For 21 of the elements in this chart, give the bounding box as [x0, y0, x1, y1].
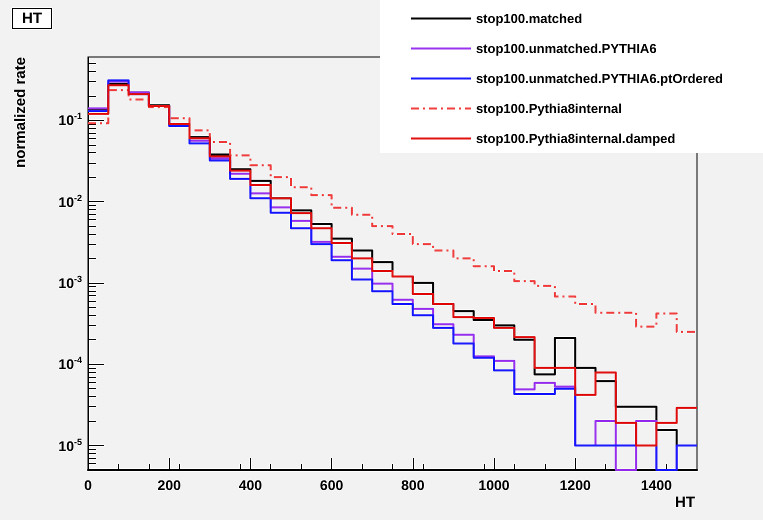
y-tick-label: 10$^{-4}$	[57, 355, 82, 372]
y-tick-label: 10$^{-5}$	[57, 436, 82, 454]
legend-label: stop100.unmatched.PYTHIA6	[476, 41, 657, 56]
legend-label: stop100.Pythia8internal	[476, 101, 622, 116]
x-axis-title: HT	[675, 494, 696, 511]
x-tick-label: 1400	[640, 477, 672, 493]
legend-label: stop100.unmatched.PYTHIA6.ptOrdered	[476, 71, 724, 86]
y-tick-label: 10$^{-2}$	[57, 192, 82, 210]
legend-label: stop100.matched	[476, 11, 582, 26]
y-tick-label: 10$^{-3}$	[57, 274, 82, 291]
x-tick-label: 1000	[478, 477, 510, 493]
x-tick-label: 1200	[560, 477, 591, 493]
x-tick-label: 600	[320, 477, 344, 493]
x-tick-label: 800	[401, 477, 425, 493]
x-tick-label: 200	[158, 477, 182, 493]
x-tick-label: 0	[84, 477, 92, 493]
x-tick-label: 400	[238, 477, 262, 493]
legend-label: stop100.Pythia8internal.damped	[476, 131, 676, 146]
y-tick-label: 10$^{-1}$	[58, 111, 82, 128]
chart-title: HT	[22, 10, 42, 27]
y-axis-title: normalized rate	[12, 57, 29, 168]
